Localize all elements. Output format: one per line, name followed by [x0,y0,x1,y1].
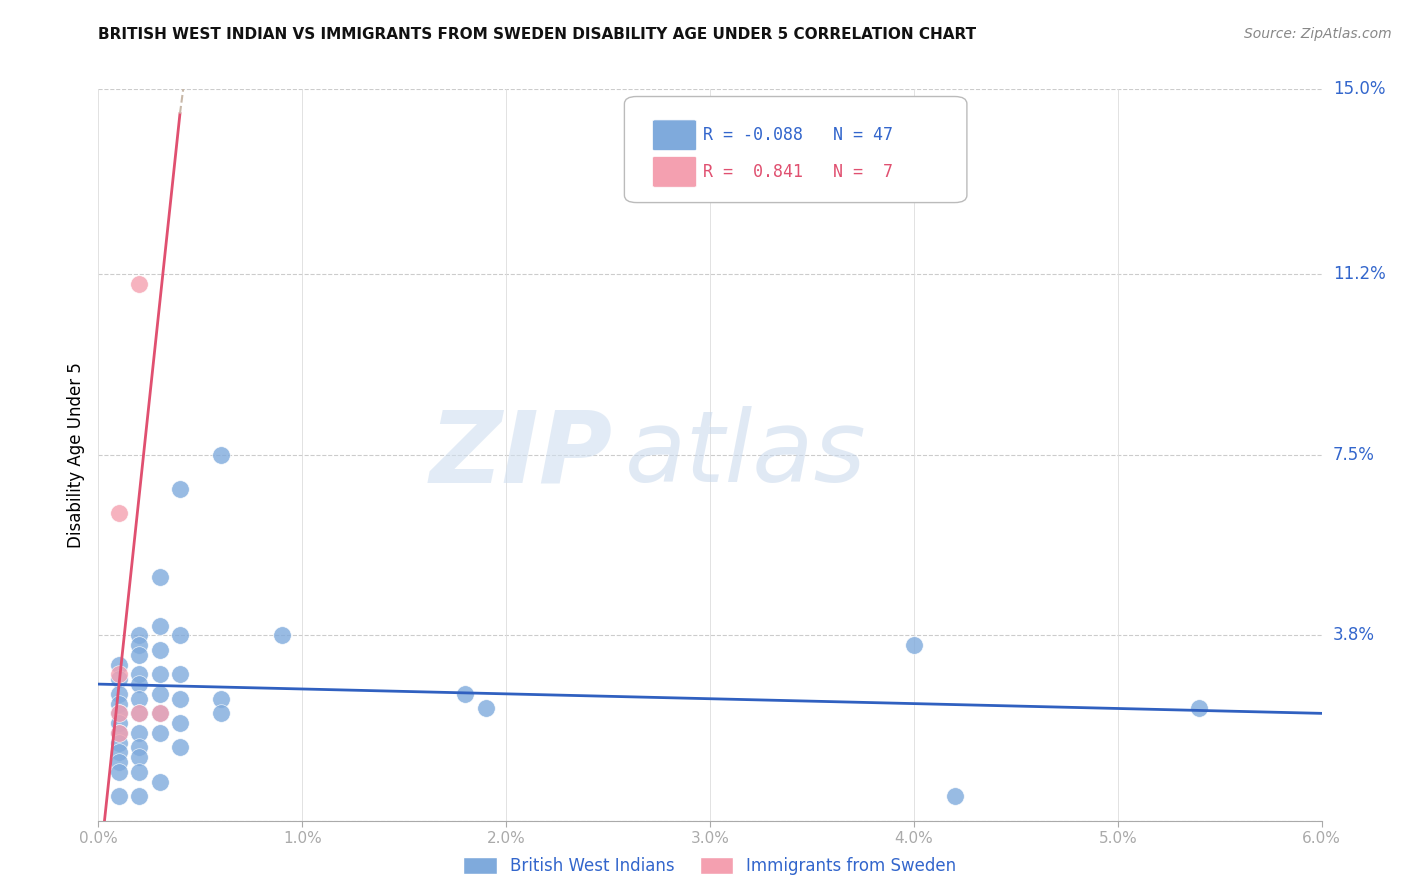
Point [270,628,292,642]
Point [149,687,172,701]
Point [108,706,131,721]
Point [149,618,172,632]
Point [209,448,232,462]
Point [128,277,150,292]
Point [108,697,131,711]
Point [128,789,150,804]
Point [149,726,172,740]
Point [149,667,172,681]
Point [128,740,150,755]
Point [108,726,131,740]
Point [108,716,131,731]
FancyBboxPatch shape [652,120,696,151]
Point [1188,701,1211,715]
Point [128,706,150,721]
Point [128,677,150,691]
Point [108,706,131,721]
Point [108,736,131,750]
Point [943,789,966,804]
Text: Source: ZipAtlas.com: Source: ZipAtlas.com [1244,27,1392,41]
Point [108,657,131,672]
Point [108,755,131,769]
Text: 15.0%: 15.0% [1333,80,1385,98]
Point [169,667,191,681]
Point [108,667,131,681]
Point [108,764,131,779]
Point [128,726,150,740]
Point [128,706,150,721]
Point [454,687,477,701]
Point [149,706,172,721]
Point [128,667,150,681]
Point [108,507,131,521]
Point [474,701,498,715]
Point [169,740,191,755]
Point [108,789,131,804]
Point [149,706,172,721]
Text: atlas: atlas [624,407,866,503]
Point [149,570,172,584]
Point [209,691,232,706]
Text: R = -0.088   N = 47: R = -0.088 N = 47 [703,127,893,145]
Point [128,638,150,652]
Point [169,628,191,642]
Text: R =  0.841   N =  7: R = 0.841 N = 7 [703,163,893,181]
Text: ZIP: ZIP [429,407,612,503]
Point [108,745,131,759]
Text: 3.8%: 3.8% [1333,626,1375,644]
Point [169,691,191,706]
Point [169,482,191,496]
Point [209,706,232,721]
Point [128,691,150,706]
Text: 11.2%: 11.2% [1333,266,1385,284]
Point [149,643,172,657]
Point [108,672,131,686]
Point [903,638,925,652]
Y-axis label: Disability Age Under 5: Disability Age Under 5 [66,362,84,548]
Point [149,774,172,789]
Point [128,628,150,642]
FancyBboxPatch shape [652,156,696,187]
Text: 7.5%: 7.5% [1333,446,1375,464]
Legend: British West Indians, Immigrants from Sweden: British West Indians, Immigrants from Sw… [457,850,963,882]
Point [128,750,150,764]
Point [128,648,150,662]
Point [169,716,191,731]
Point [108,687,131,701]
Point [108,726,131,740]
Text: BRITISH WEST INDIAN VS IMMIGRANTS FROM SWEDEN DISABILITY AGE UNDER 5 CORRELATION: BRITISH WEST INDIAN VS IMMIGRANTS FROM S… [98,27,977,42]
Point [128,764,150,779]
FancyBboxPatch shape [624,96,967,202]
